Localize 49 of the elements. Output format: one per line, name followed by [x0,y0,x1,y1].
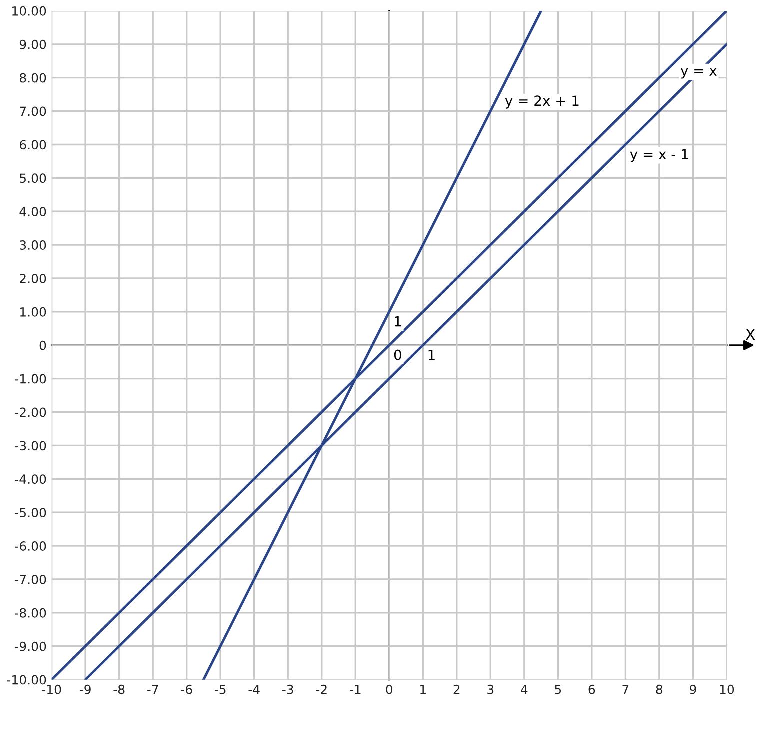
annotation: y = x - 1 [630,149,688,162]
x-tick-label: 5 [555,685,562,694]
y-tick-label: 6.00 [20,140,46,150]
y-tick-label: -1.00 [15,374,46,384]
annotation: 1 [428,350,435,360]
x-axis-title: X [746,329,756,340]
x-tick-label: -10 [42,684,62,694]
y-tick-label: -6.00 [15,542,46,551]
y-tick-label: 4.00 [20,207,46,217]
y-tick-label: 9.00 [20,40,46,50]
x-tick-label: 8 [656,684,663,694]
x-tick-label: -2 [316,684,327,694]
x-tick-label: -6 [181,684,192,694]
x-tick-label: -1 [350,685,361,694]
annotation: 1 [395,316,402,327]
y-tick-label: 0 [40,340,46,350]
y-tick-label: -2.00 [15,408,46,418]
y-tick-label: 3.00 [20,240,46,250]
x-tick-label: 1 [420,685,426,694]
x-tick-label: 9 [690,684,696,694]
x-tick-label: 4 [521,685,528,694]
x-tick-label: -3 [282,684,294,694]
y-tick-label: -9.00 [15,642,46,652]
x-tick-label: 6 [588,684,596,694]
y-tick-label: 8.00 [20,73,46,83]
annotation: 0 [394,350,402,360]
y-tick-label: -3.00 [15,441,46,451]
y-tick-label: -5.00 [15,508,46,518]
y-tick-label: 7.00 [20,106,46,116]
y-tick-label: -10.00 [7,675,46,685]
x-tick-label: -4 [248,685,260,694]
x-tick-label: -8 [114,684,125,694]
y-tick-label: -8.00 [15,608,46,618]
x-tick-label: 3 [488,684,494,694]
x-tick-label: -7 [147,685,158,694]
y-tick-label: 10.00 [12,6,46,16]
y-tick-label: -4.00 [15,474,46,484]
x-tick-label: 7 [622,685,629,694]
x-tick-label: -5 [214,685,226,694]
annotation: y = 2x + 1 [505,96,579,109]
annotation: y = x [680,68,717,79]
x-tick-label: 2 [454,684,460,694]
y-tick-label: 1.00 [20,307,46,317]
x-tick-label: 10 [720,684,734,694]
y-tick-label: -7.00 [15,574,46,584]
y-tick-label: 2.00 [20,274,46,284]
x-tick-label: 0 [386,684,393,694]
y-tick-label: 5.00 [20,174,46,184]
x-tick-label: -9 [80,684,91,694]
